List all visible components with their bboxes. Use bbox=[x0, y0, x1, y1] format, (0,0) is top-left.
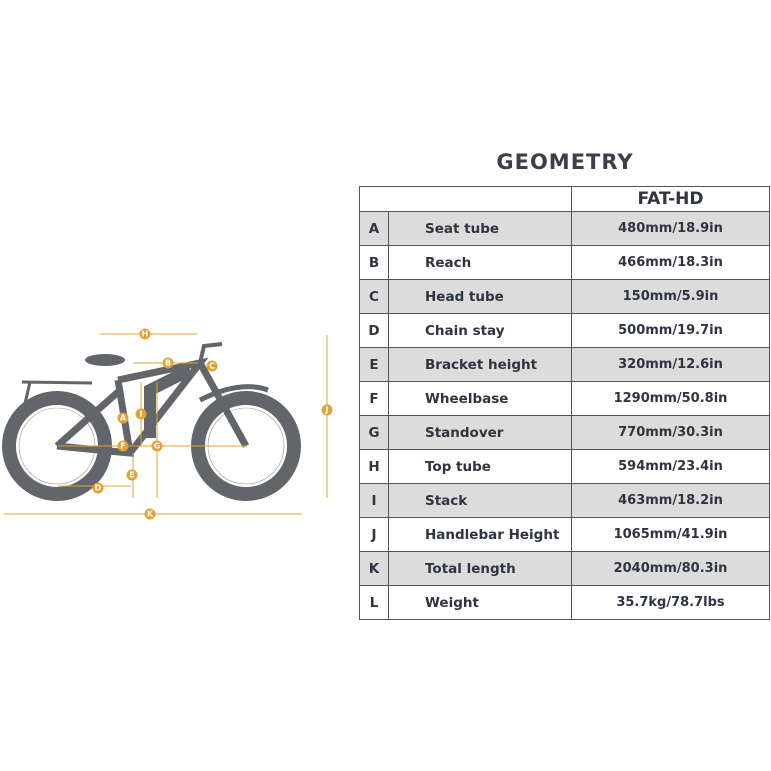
geometry-table: FAT-HD A Seat tube 480mm/18.9in B Reach 466mm… bbox=[359, 186, 770, 620]
row-name: Reach bbox=[388, 245, 572, 280]
svg-text:H: H bbox=[142, 330, 149, 339]
table-row: H Top tube 594mm/23.4in bbox=[359, 449, 770, 484]
table-row: K Total length 2040mm/80.3in bbox=[359, 551, 770, 586]
row-letter: E bbox=[359, 347, 389, 382]
dimension-markers: A B C D E F G H I J K bbox=[92, 328, 333, 520]
row-letter: C bbox=[359, 279, 389, 314]
row-value: 1065mm/41.9in bbox=[571, 517, 770, 552]
svg-text:A: A bbox=[120, 414, 127, 423]
table-row: G Standover 770mm/30.3in bbox=[359, 415, 770, 450]
row-letter: D bbox=[359, 313, 389, 348]
row-name: Handlebar Height bbox=[388, 517, 572, 552]
row-letter: I bbox=[359, 483, 389, 518]
row-letter: J bbox=[359, 517, 389, 552]
row-letter: A bbox=[359, 211, 389, 246]
table-row: C Head tube 150mm/5.9in bbox=[359, 279, 770, 314]
row-name: Standover bbox=[388, 415, 572, 450]
geometry-title: GEOMETRY bbox=[496, 150, 634, 174]
table-row: J Handlebar Height 1065mm/41.9in bbox=[359, 517, 770, 552]
battery bbox=[144, 364, 193, 438]
row-letter: H bbox=[359, 449, 389, 484]
table-row: L Weight 35.7kg/78.7lbs bbox=[359, 585, 770, 620]
marker-k: K bbox=[144, 508, 156, 520]
row-value: 150mm/5.9in bbox=[571, 279, 770, 314]
row-letter: K bbox=[359, 551, 389, 586]
svg-text:C: C bbox=[209, 362, 215, 371]
svg-text:K: K bbox=[147, 510, 154, 519]
handlebar bbox=[198, 342, 223, 364]
saddle bbox=[85, 354, 125, 366]
row-value: 594mm/23.4in bbox=[571, 449, 770, 484]
marker-e: E bbox=[126, 469, 138, 481]
row-value: 770mm/30.3in bbox=[571, 415, 770, 450]
marker-j: J bbox=[321, 404, 333, 416]
svg-text:B: B bbox=[165, 359, 171, 368]
row-name: Chain stay bbox=[388, 313, 572, 348]
bike-illustration bbox=[2, 342, 301, 501]
table-row: F Wheelbase 1290mm/50.8in bbox=[359, 381, 770, 416]
row-letter: B bbox=[359, 245, 389, 280]
row-value: 2040mm/80.3in bbox=[571, 551, 770, 586]
row-name: Total length bbox=[388, 551, 572, 586]
rear-rack bbox=[18, 380, 93, 426]
table-row: E Bracket height 320mm/12.6in bbox=[359, 347, 770, 382]
marker-a: A bbox=[117, 412, 129, 424]
table-header-row: FAT-HD bbox=[359, 186, 770, 212]
row-value: 500mm/19.7in bbox=[571, 313, 770, 348]
row-name: Bracket height bbox=[388, 347, 572, 382]
row-value: 466mm/18.3in bbox=[571, 245, 770, 280]
row-value: 35.7kg/78.7lbs bbox=[571, 585, 770, 620]
svg-text:I: I bbox=[140, 410, 143, 419]
bike-diagram: A B C D E F G H I J K bbox=[2, 328, 333, 520]
model-header: FAT-HD bbox=[571, 186, 770, 212]
marker-g: G bbox=[151, 440, 163, 452]
row-value: 320mm/12.6in bbox=[571, 347, 770, 382]
svg-text:G: G bbox=[154, 442, 161, 451]
svg-text:D: D bbox=[95, 484, 102, 493]
row-letter: F bbox=[359, 381, 389, 416]
table-row: A Seat tube 480mm/18.9in bbox=[359, 211, 770, 246]
row-letter: G bbox=[359, 415, 389, 450]
svg-text:F: F bbox=[120, 442, 125, 451]
row-name: Seat tube bbox=[388, 211, 572, 246]
row-name: Top tube bbox=[388, 449, 572, 484]
marker-d: D bbox=[92, 482, 104, 494]
marker-f: F bbox=[117, 440, 129, 452]
row-value: 1290mm/50.8in bbox=[571, 381, 770, 416]
svg-text:E: E bbox=[129, 471, 134, 480]
row-name: Weight bbox=[388, 585, 572, 620]
row-letter: L bbox=[359, 585, 389, 620]
svg-text:J: J bbox=[325, 406, 329, 415]
row-value: 463mm/18.2in bbox=[571, 483, 770, 518]
row-name: Stack bbox=[388, 483, 572, 518]
row-value: 480mm/18.9in bbox=[571, 211, 770, 246]
table-row: I Stack 463mm/18.2in bbox=[359, 483, 770, 518]
marker-c: C bbox=[206, 360, 218, 372]
marker-i: I bbox=[135, 408, 147, 420]
front-fender bbox=[198, 384, 269, 403]
row-name: Wheelbase bbox=[388, 381, 572, 416]
table-row: B Reach 466mm/18.3in bbox=[359, 245, 770, 280]
marker-h: H bbox=[139, 328, 151, 340]
table-row: D Chain stay 500mm/19.7in bbox=[359, 313, 770, 348]
marker-b: B bbox=[162, 357, 174, 369]
row-name: Head tube bbox=[388, 279, 572, 314]
